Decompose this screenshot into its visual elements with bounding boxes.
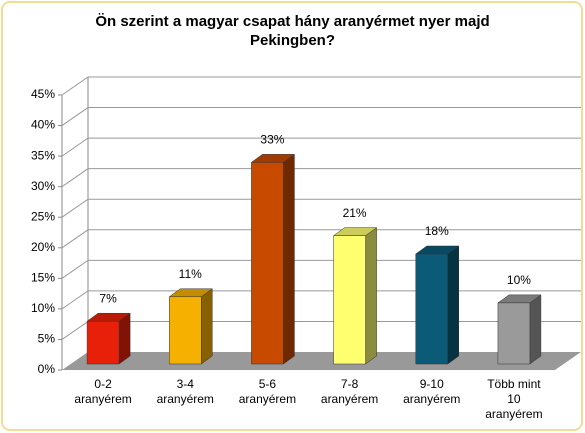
y-tick-label: 35% [31, 148, 55, 162]
grid-line [61, 168, 581, 188]
bar-front [251, 162, 284, 365]
x-tick-label: 9-10 aranyérem [403, 377, 461, 406]
grid-line [61, 76, 581, 96]
bar [497, 294, 542, 365]
value-label: 11% [179, 267, 202, 281]
bar-side [283, 153, 295, 365]
bar [332, 227, 378, 365]
value-label: 33% [260, 133, 284, 147]
x-tick-label: 5-6 aranyérem [238, 377, 297, 406]
bar-side [201, 288, 213, 365]
value-label: 7% [99, 291, 117, 305]
y-tick-label: 30% [31, 179, 55, 193]
chart-title: Ön szerint a magyar csapat hány aranyérm… [95, 13, 490, 49]
y-tick-label: 45% [31, 87, 55, 101]
bar-front [333, 235, 366, 365]
x-tick-label: 7-8 aranyérem [320, 377, 379, 406]
value-label: 10% [507, 273, 531, 287]
bar [86, 312, 131, 365]
y-tick-label: 10% [31, 301, 55, 315]
y-tick-label: 0% [38, 362, 56, 376]
bar-front [497, 302, 531, 365]
x-tick-label: 0-2 aranyérem [74, 377, 132, 406]
value-label: 21% [343, 206, 367, 220]
grid-line [61, 107, 581, 126]
y-tick-label: 15% [31, 271, 55, 285]
bar-front [169, 296, 202, 365]
bar-side [529, 294, 542, 365]
grid-line [61, 229, 581, 249]
bar-front [415, 253, 448, 365]
bar-side [447, 245, 459, 365]
bar-side [118, 312, 131, 365]
x-tick-label: Több mint 10 aranyérem [485, 377, 543, 421]
bar-front [86, 320, 120, 365]
bar-side [365, 227, 377, 365]
y-tick-label: 20% [31, 240, 55, 254]
y-tick-label: 5% [38, 332, 56, 346]
bar [414, 245, 460, 365]
grid-line [61, 137, 581, 157]
grid-line [61, 198, 581, 218]
value-label: 18% [425, 224, 449, 238]
y-tick-label: 40% [31, 118, 55, 132]
bar [168, 288, 214, 365]
x-tick-label: 3-4 aranyérem [156, 377, 214, 406]
bar [250, 153, 296, 365]
y-tick-label: 25% [31, 209, 55, 223]
